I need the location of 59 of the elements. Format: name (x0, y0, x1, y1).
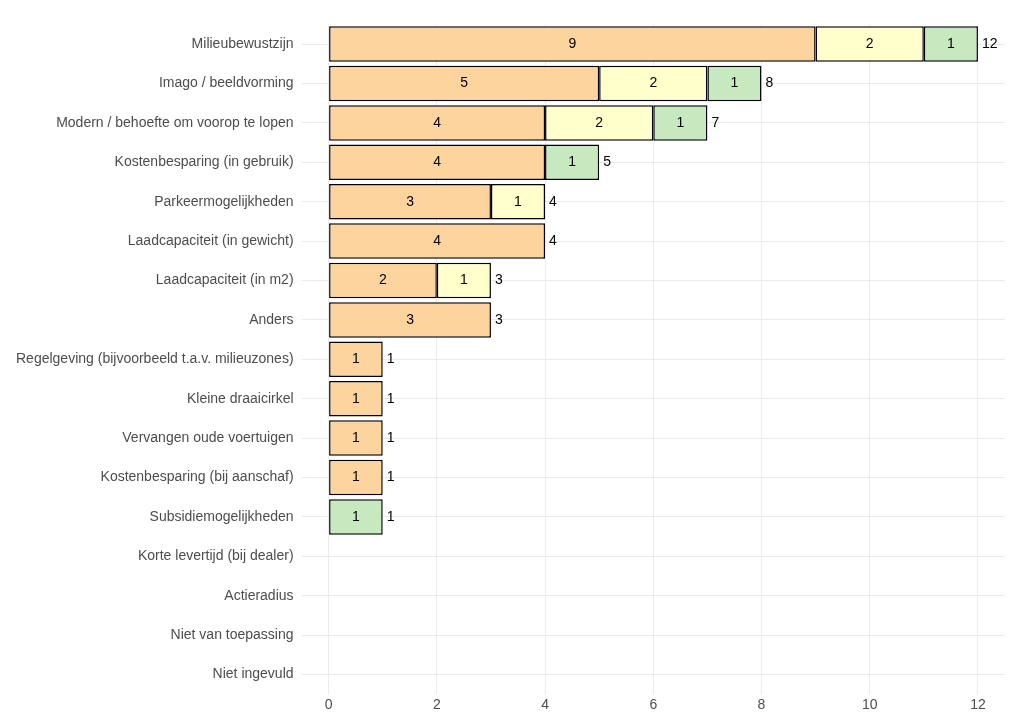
y-tick-label: Actieradius (224, 586, 294, 603)
data-label: 1 (946, 34, 955, 51)
y-tick-label: Laadcapaciteit (in gewicht) (127, 231, 294, 248)
y-tick-label: Niet ingevuld (212, 665, 294, 682)
data-label: 4 (433, 113, 442, 130)
y-tick-label: Parkeermogelijkheden (154, 192, 294, 209)
total-label: 1 (386, 428, 395, 445)
data-label: 1 (352, 350, 361, 367)
y-tick-label: Subsidiemogelijkheden (149, 507, 294, 524)
data-label: 1 (352, 428, 361, 445)
y-tick-label: Laadcapaciteit (in m2) (155, 271, 294, 288)
total-label: 4 (549, 231, 558, 248)
data-label: 4 (433, 153, 442, 170)
y-tick-label: Modern / behoefte om voorop te lopen (56, 113, 294, 130)
x-tick-label: 10 (861, 696, 878, 713)
y-tick-label: Niet van toepassing (170, 625, 294, 642)
data-label: 3 (406, 310, 415, 327)
y-tick-label: Kleine draaicirkel (186, 389, 294, 406)
y-tick-label: Vervangen oude voertuigen (122, 428, 294, 445)
total-label: 1 (386, 507, 395, 524)
total-label: 1 (386, 389, 395, 406)
y-tick-label: Anders (249, 310, 294, 327)
data-label: 2 (649, 74, 658, 91)
y-tick-label: Korte levertijd (bij dealer) (137, 547, 294, 564)
x-tick-label: 0 (324, 696, 333, 713)
total-label: 7 (711, 113, 720, 130)
data-label: 2 (865, 34, 874, 51)
total-label: 5 (603, 153, 612, 170)
total-label: 4 (549, 192, 558, 209)
x-tick-label: 12 (970, 696, 986, 713)
y-tick-label: Kostenbesparing (in gebruik) (114, 153, 294, 170)
data-label: 2 (379, 271, 388, 288)
data-label: 1 (459, 271, 468, 288)
data-label: 1 (352, 468, 361, 485)
total-label: 1 (386, 468, 395, 485)
data-label: 1 (676, 113, 685, 130)
y-tick-label: Imago / beeldvorming (158, 74, 294, 91)
x-tick-label: 6 (649, 696, 658, 713)
data-label: 1 (730, 74, 739, 91)
total-label: 3 (494, 271, 503, 288)
data-label: 1 (568, 153, 577, 170)
y-tick-label: Regelgeving (bijvoorbeeld t.a.v. milieuzones) (15, 350, 294, 367)
total-label: 1 (386, 350, 395, 367)
data-label: 1 (352, 389, 361, 406)
x-tick-label: 4 (541, 696, 550, 713)
data-label: 4 (433, 231, 442, 248)
y-tick-label: Kostenbesparing (bij aanschaf) (100, 468, 294, 485)
data-label: 9 (568, 34, 577, 51)
data-label: 2 (595, 113, 604, 130)
data-label: 1 (514, 192, 523, 209)
data-label: 5 (460, 74, 469, 91)
x-tick-label: 2 (432, 696, 441, 713)
total-label: 3 (494, 310, 503, 327)
total-label: 12 (981, 34, 998, 51)
x-tick-label: 8 (757, 696, 766, 713)
total-label: 8 (765, 74, 774, 91)
y-tick-label: Milieubewustzijn (191, 34, 294, 51)
data-label: 1 (352, 507, 361, 524)
data-label: 3 (406, 192, 415, 209)
